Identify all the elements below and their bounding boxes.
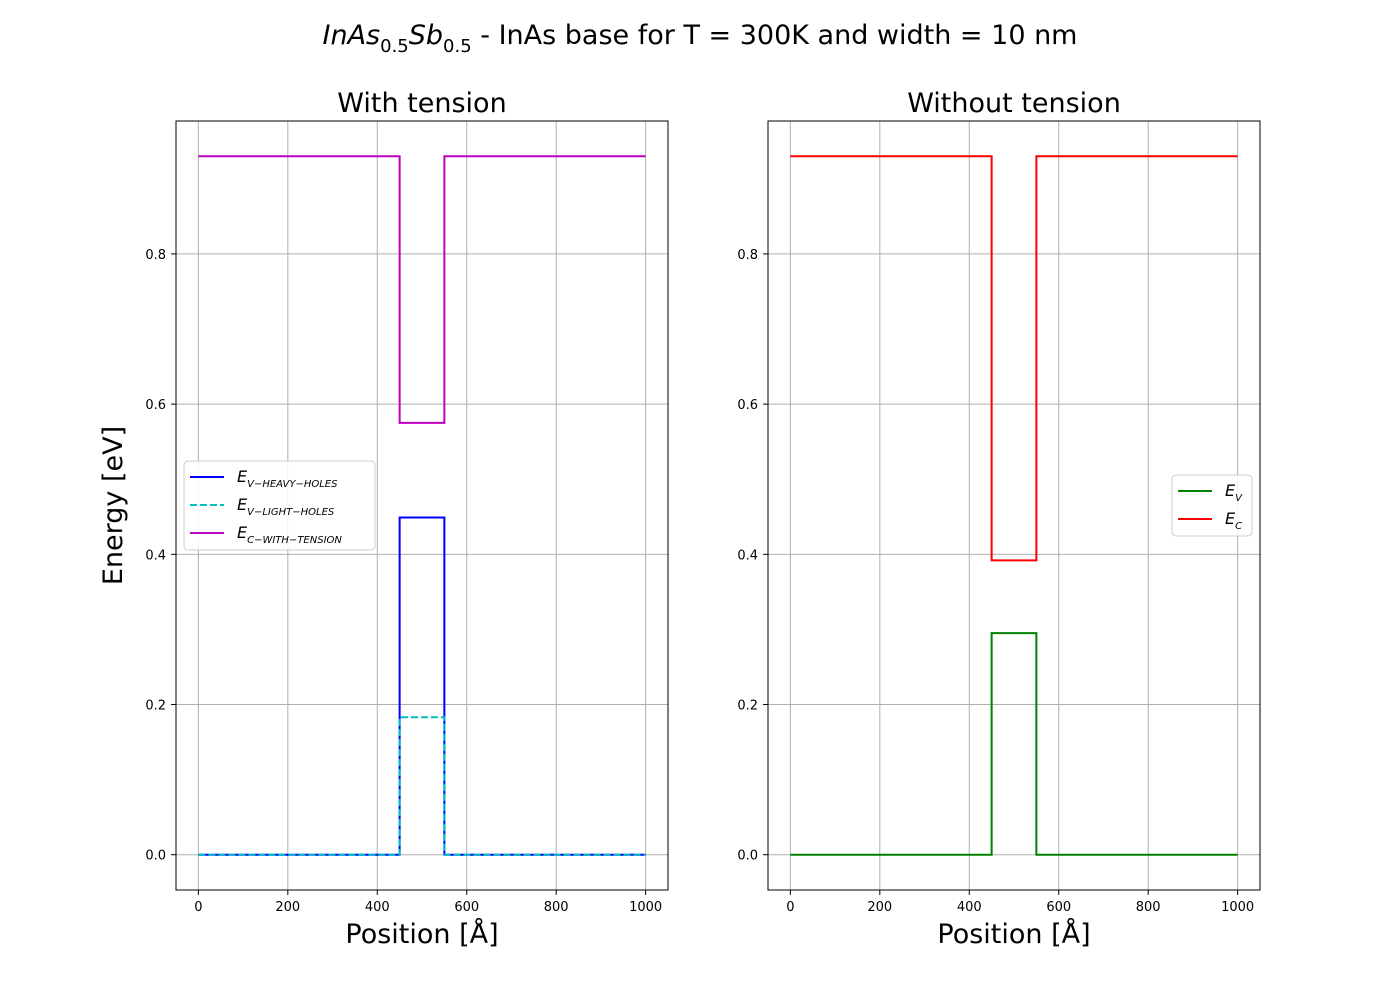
title-formula-sub2: 0.5 bbox=[443, 36, 472, 57]
x-tick-label: 400 bbox=[365, 900, 390, 915]
x-axis-label: Position [Å] bbox=[345, 918, 498, 950]
title-rest: - InAs base for T = 300K and width = 10 … bbox=[472, 20, 1078, 51]
panel-with-tension: 0 200 400 600 800 1000 0.0 0.2 0.4 0.6 0.8 With ten… bbox=[98, 88, 669, 950]
y-tick-label: 0.4 bbox=[737, 548, 758, 563]
series-line-1-0 bbox=[790, 632, 1238, 856]
y-tick-label: 0.2 bbox=[145, 699, 166, 714]
legend: EV−HEAVY−HOLES EV−LIGHT−HOLES EC−WITH−TENS… bbox=[183, 460, 376, 551]
figure-title: InAs0.5Sb0.5 - InAs base for T = 300K an… bbox=[323, 20, 1078, 57]
x-tick-label: 1000 bbox=[629, 900, 662, 915]
y-tick-label: 0.8 bbox=[145, 248, 166, 263]
title-formula-main: InAs bbox=[323, 20, 381, 51]
series-line-0-2 bbox=[198, 155, 646, 424]
x-tick-label: 800 bbox=[544, 900, 569, 915]
panel-without-tension: 0 200 400 600 800 1000 0.0 0.2 0.4 0.6 0.8 Without … bbox=[737, 88, 1261, 950]
y-tick-label: 0.6 bbox=[145, 398, 166, 413]
axes-frame bbox=[175, 120, 669, 891]
x-axis-label: Position [Å] bbox=[937, 918, 1090, 950]
x-tick-label: 0 bbox=[194, 900, 202, 915]
series-line-1-1 bbox=[790, 155, 1238, 562]
x-tick-label: 600 bbox=[454, 900, 479, 915]
legend-box bbox=[183, 460, 376, 551]
legend-label: EC−WITH−TENSION bbox=[237, 523, 342, 546]
y-tick-label: 0.0 bbox=[145, 849, 166, 864]
y-tick-label: 0.0 bbox=[737, 849, 758, 864]
y-tick-label: 0.4 bbox=[145, 548, 166, 563]
panel-title: Without tension bbox=[907, 88, 1121, 119]
x-tick-label: 800 bbox=[1136, 900, 1161, 915]
title-formula-sub1: 0.5 bbox=[380, 36, 409, 57]
legend-label: EC bbox=[1225, 509, 1242, 532]
legend-label: EV bbox=[1225, 481, 1243, 504]
y-tick-label: 0.8 bbox=[737, 248, 758, 263]
x-tick-label: 400 bbox=[957, 900, 982, 915]
x-tick-label: 0 bbox=[786, 900, 794, 915]
panel-title: With tension bbox=[337, 88, 506, 119]
axes-frame bbox=[767, 120, 1261, 891]
y-tick-label: 0.6 bbox=[737, 398, 758, 413]
y-axis-label: Energy [eV] bbox=[98, 426, 129, 585]
x-tick-label: 600 bbox=[1046, 900, 1071, 915]
x-tick-label: 200 bbox=[275, 900, 300, 915]
x-tick-label: 1000 bbox=[1221, 900, 1254, 915]
series-line-0-1 bbox=[198, 716, 646, 856]
legend-label: EV−LIGHT−HOLES bbox=[237, 495, 335, 518]
y-tick-label: 0.2 bbox=[737, 699, 758, 714]
x-tick-label: 200 bbox=[867, 900, 892, 915]
legend-label: EV−HEAVY−HOLES bbox=[237, 467, 338, 490]
title-formula-mid: Sb bbox=[409, 20, 443, 51]
legend: EV EC bbox=[1171, 474, 1253, 537]
